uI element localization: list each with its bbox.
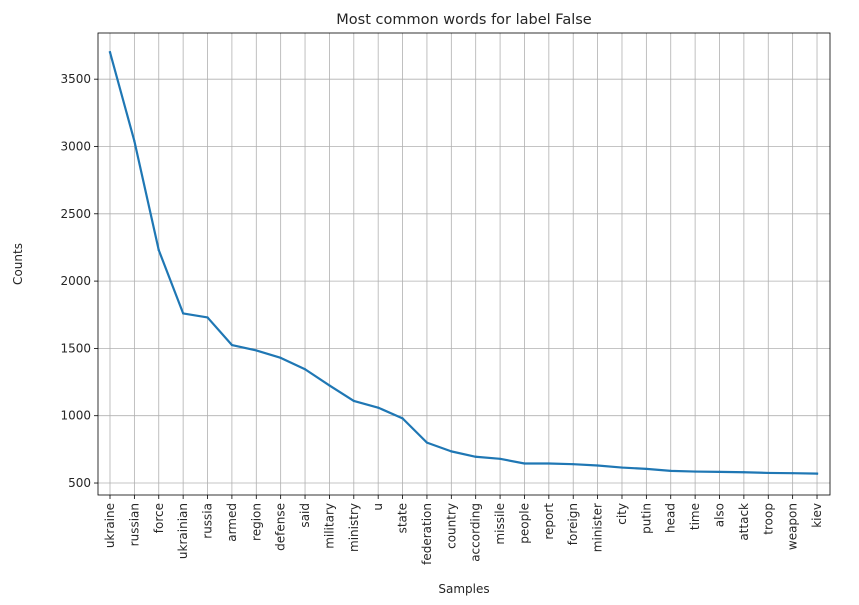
x-tick-label: minister [591, 503, 605, 552]
x-tick-label: foreign [566, 503, 580, 545]
data-point [255, 349, 258, 352]
series-line [108, 50, 819, 475]
x-tick-label: country [444, 503, 458, 549]
x-tick-label: state [396, 503, 410, 533]
data-point [377, 406, 380, 409]
series-layer [108, 50, 819, 475]
x-tick-label: people [517, 503, 531, 544]
x-tick-label: ministry [347, 503, 361, 552]
x-tick-label: troop [761, 503, 775, 535]
data-point [425, 441, 429, 444]
data-point [718, 470, 721, 473]
data-point [620, 466, 624, 469]
x-tick-label: missile [493, 503, 507, 545]
x-axis-ticks: ukraine russian force ukrainian russia armed r… [103, 495, 824, 565]
y-tick-label: 1500 [60, 341, 91, 355]
data-point [279, 356, 282, 359]
y-tick-label: 2500 [60, 207, 91, 221]
y-axis-label: Counts [11, 243, 25, 285]
data-point [450, 450, 453, 453]
x-tick-label: u [371, 503, 385, 511]
data-point [742, 471, 745, 474]
x-tick-label: region [249, 503, 263, 541]
data-point [645, 467, 648, 470]
data-point [572, 463, 575, 466]
x-tick-label: said [298, 503, 312, 528]
x-tick-label: ukraine [103, 503, 117, 548]
data-point [694, 470, 697, 473]
y-tick-label: 1000 [60, 409, 91, 423]
data-point [669, 469, 672, 473]
x-tick-label: military [322, 503, 336, 549]
y-tick-label: 500 [68, 476, 91, 490]
y-tick-label: 2000 [60, 274, 91, 288]
data-point [523, 462, 526, 465]
data-point [206, 316, 209, 319]
plot-frame [97, 32, 831, 496]
data-point [791, 472, 794, 475]
data-point [328, 384, 331, 387]
x-tick-label: city [615, 503, 629, 525]
y-tick-label: 3000 [60, 139, 91, 153]
x-tick-label: also [713, 503, 727, 527]
data-point [547, 462, 550, 465]
axes [97, 32, 831, 496]
data-point [815, 472, 819, 475]
data-point [108, 51, 112, 54]
data-point [157, 249, 160, 252]
x-tick-label: armed [225, 503, 239, 542]
data-point [474, 455, 477, 458]
data-point [498, 457, 502, 460]
y-axis-ticks: 500 1000 1500 2000 2500 3000 3500 [60, 72, 98, 490]
data-point [133, 139, 136, 143]
data-point [303, 368, 307, 371]
data-point [352, 399, 355, 403]
x-tick-label: attack [737, 503, 751, 541]
grid [98, 33, 830, 495]
data-point [182, 312, 185, 315]
x-tick-label: head [664, 503, 678, 533]
data-point [596, 464, 599, 467]
y-tick-label: 3500 [60, 72, 91, 86]
x-tick-label: time [688, 503, 702, 530]
x-tick-label: federation [420, 503, 434, 565]
x-tick-label: putin [639, 503, 653, 534]
x-tick-label: according [469, 503, 483, 562]
chart-title: Most common words for label False [336, 12, 592, 28]
x-tick-label: ukrainian [176, 503, 190, 559]
data-point [767, 471, 770, 475]
x-tick-label: defense [274, 503, 288, 551]
x-tick-label: russia [201, 503, 215, 539]
x-axis-label: Samples [438, 582, 489, 596]
data-point [230, 343, 233, 347]
x-tick-label: force [152, 503, 166, 533]
x-tick-label: kiev [810, 503, 824, 528]
x-tick-label: russian [127, 503, 141, 546]
x-tick-label: weapon [786, 503, 800, 550]
x-tick-label: report [542, 503, 556, 540]
data-point [401, 417, 404, 420]
